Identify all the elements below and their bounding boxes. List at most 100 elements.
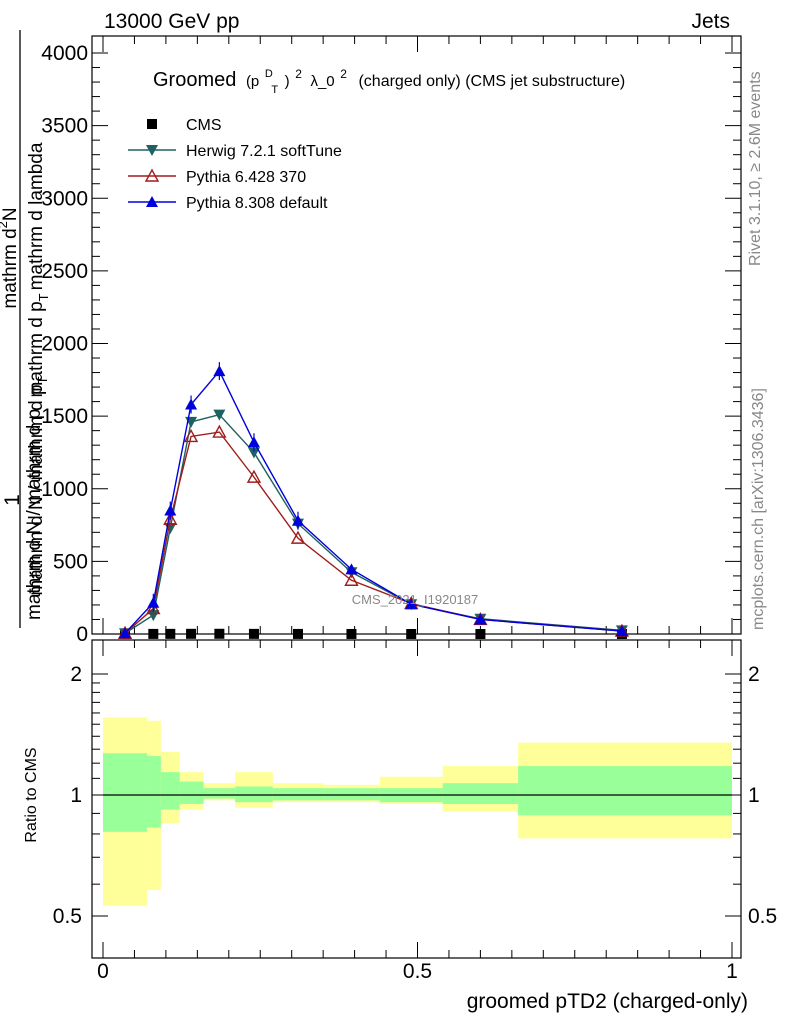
header-right: Jets [691,10,730,33]
x-tick-label: 0.5 [403,960,432,983]
data-point [615,625,628,637]
data-point [247,447,260,459]
ratio-y-tick-label-right: 1 [748,784,760,807]
green-band [272,788,324,801]
upper-frame [91,35,742,635]
legend-label: Pythia 6.428 370 [186,169,306,186]
data-point [214,628,225,639]
legend-label: Herwig 7.2.1 softTune [186,143,342,160]
data-point [213,365,226,377]
legend-marker [146,145,158,156]
x-tick-label: 0 [97,960,109,983]
data-point [186,628,197,639]
ylabel-num-top: mathrm d2N [0,207,21,308]
title-rest: (charged only) (CMS jet substructure) [358,73,625,90]
data-point [213,409,226,421]
data-point [119,627,132,639]
data-point [290,530,306,544]
title-sup: D [265,68,273,80]
watermark: CMS_2021_I1920187 [352,592,479,607]
green-band [442,783,519,804]
upper-series [117,362,630,640]
upper-y-tick-label: 3000 [41,187,88,210]
green-band [147,756,161,828]
ylabel-num-bottom: mathrm d pTmathrm d lambda [26,142,51,397]
rivet-label: Rivet 3.1.10, ≥ 2.6M events [747,71,764,266]
data-point [346,628,357,639]
title-p: (p [246,73,259,90]
legend-marker [146,196,158,207]
x-axis-label: groomed pTD2 (charged-only) [467,990,748,1013]
ratio-y-tick-label: 2 [70,663,82,686]
data-point [148,628,159,639]
data-point [247,436,260,448]
upper-y-tick-label: 3500 [41,115,88,138]
upper-y-label: 1 mathrm d N / mathrm d pT [1,376,50,595]
upper-panel [91,35,742,635]
green-band [203,788,236,799]
data-point [185,398,198,410]
mcplots-label: mcplots.cern.ch [arXiv:1306.3436] [750,388,767,630]
ratio-y-label: Ratio to CMS [23,747,40,842]
legend: CMS Herwig 7.2.1 softTune Pythia 6.428 370… [128,117,342,212]
legend-label: Pythia 8.308 default [186,195,328,212]
green-band [323,788,380,801]
ratio-axis-ticks: 0.5 0.5 1 1 2 2 0 0.5 1 [53,640,777,983]
title-post: ) [285,73,290,90]
data-point [163,511,178,525]
data-point [474,613,487,625]
upper-axis-ticks: 0 500 1000 1500 2000 2500 3000 3500 4000 [41,36,741,646]
data-point [183,428,199,443]
data-point [291,514,304,526]
ratio-y-tick-label: 1 [70,784,82,807]
upper-y-tick-label: 0 [76,623,88,646]
plot-title: Groomed (p D T ) 2 λ_0 2 (charged only) … [153,60,625,98]
ratio-y-tick-label-right: 2 [748,663,760,686]
title-sub: T [271,84,278,96]
ylabel-denominator: mathrm d N / mathrm d pT [26,376,50,595]
data-point [292,628,303,639]
upper-y-tick-label: 2500 [41,260,88,283]
data-point [405,598,418,610]
green-band [518,766,732,816]
ratio-frame [91,639,742,959]
legend-label: CMS [186,117,222,134]
data-point [344,572,359,586]
title-exp: 2 [295,67,302,81]
data-point [475,628,486,639]
upper-y-tick-label: 1000 [41,478,88,501]
ratio-y-tick-label: 0.5 [53,905,82,928]
upper-y-tick-label: 2000 [41,333,88,356]
data-point [147,596,160,608]
series-3 [119,362,628,639]
ylabel-one: 1 [1,494,24,506]
upper-y-label-fraction: mathrm d N / mathrm d p mathrm d2N mathr… [0,30,51,628]
title-pre: Groomed [153,69,236,91]
green-band [235,786,273,803]
green-band [160,772,180,810]
ylabel-denom-text: mathrm d N / mathrm d p [24,409,45,620]
upper-y-tick-label: 1500 [41,405,88,428]
header-left: 13000 GeV pp [104,10,239,33]
x-tick-label: 1 [726,960,738,983]
green-band [103,753,148,832]
green-band [179,781,204,804]
data-point [147,610,160,622]
data-point [345,563,358,575]
legend-marker [144,168,160,182]
upper-y-tick-label: 4000 [41,42,88,65]
data-point [212,424,227,438]
data-point [146,601,161,615]
ratio-y-tick-label-right: 0.5 [748,905,777,928]
upper-y-tick-label: 500 [53,550,88,573]
data-point [248,628,259,639]
data-point [246,469,262,483]
ratio-panel [91,639,742,959]
data-point [406,628,417,639]
data-point [164,504,177,516]
legend-marker [147,119,157,129]
title-lambda-exp: 2 [340,67,347,81]
data-point [165,628,176,639]
title-lambda: λ_0 [310,73,334,90]
